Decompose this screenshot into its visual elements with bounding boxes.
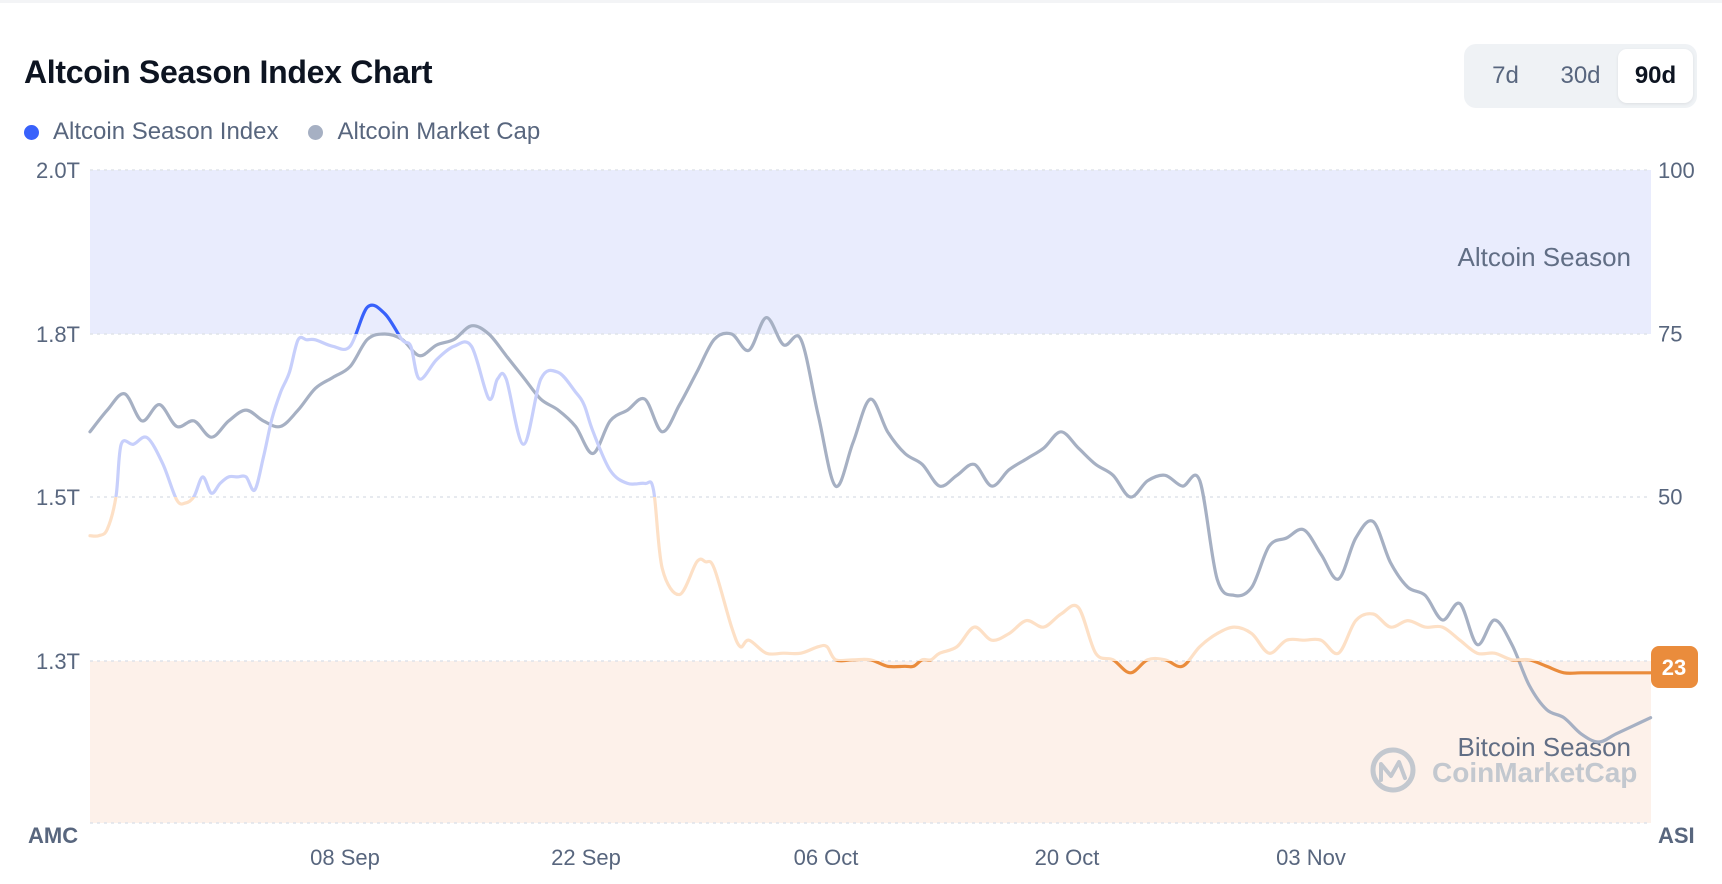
right-axis-tick: 75 [1658,321,1682,346]
watermark-text: CoinMarketCap [1432,757,1637,788]
left-axis-title: AMC [28,823,78,848]
left-axis-tick: 1.3T [36,649,80,674]
legend-label: Altcoin Season Index [53,118,279,145]
top-divider [0,0,1722,3]
chart-title: Altcoin Season Index Chart [24,54,433,90]
x-axis-tick: 20 Oct [1035,845,1100,870]
series-line-altcoin-season-index [88,497,1539,661]
bitcoin-season-zone-label: Bitcoin Season [1458,732,1631,762]
x-axis-tick: 03 Nov [1276,845,1346,870]
legend-label: Altcoin Market Cap [337,118,541,145]
bitcoin-season-zone [90,661,1651,823]
right-axis-tick: 100 [1658,158,1695,183]
x-axis-tick: 08 Sep [310,845,380,870]
legend-item-altcoin-market-cap[interactable]: Altcoin Market Cap [308,118,540,146]
left-axis-tick: 2.0T [36,158,80,183]
legend-dot-icon [308,124,324,140]
series-line-altcoin-season-index [114,334,657,497]
current-value: 23 [1662,655,1686,680]
right-axis-title: ASI [1658,823,1695,848]
x-axis-tick: 06 Oct [794,845,859,870]
altcoin-season-zone [90,170,1651,334]
current-value-badge: 23 [1651,646,1698,688]
tab-7d[interactable]: 7d [1492,62,1519,89]
range-selector: 7d 30d 90d [1464,44,1697,108]
right-axis-tick: 50 [1658,485,1682,510]
left-axis-tick: 1.8T [36,322,80,347]
legend-dot-icon [24,124,39,140]
altcoin-season-zone-label: Altcoin Season [1458,242,1631,272]
coinmarketcap-logo-icon [1370,747,1416,793]
tab-30d[interactable]: 30d [1560,62,1601,89]
series-line-altcoin-market-cap [88,316,1653,744]
chart-legend: Altcoin Season Index Altcoin Market Cap [24,118,540,146]
left-axis-tick: 1.5T [36,485,80,510]
legend-item-altcoin-season-index[interactable]: Altcoin Season Index [24,118,278,146]
coinmarketcap-watermark: CoinMarketCap [1370,747,1637,793]
series-line-altcoin-season-index [834,661,1653,675]
series-line-altcoin-season-index [354,303,401,334]
tab-90d[interactable]: 90d [1618,49,1693,103]
x-axis-tick: 22 Sep [551,845,621,870]
